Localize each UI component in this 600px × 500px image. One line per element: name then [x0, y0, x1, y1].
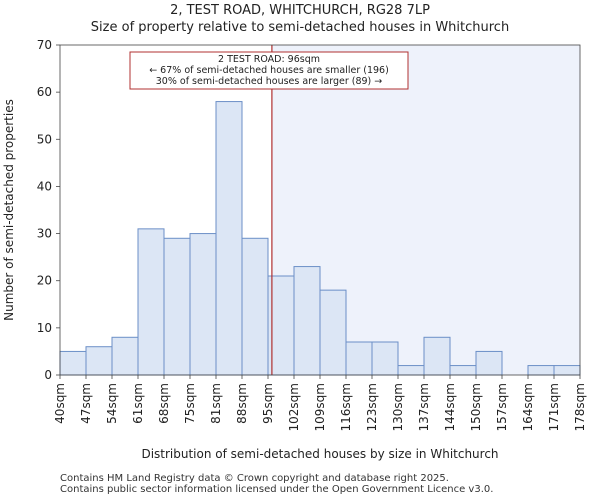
- y-tick-40: 40: [37, 179, 52, 193]
- x-tick-116sqm: 116sqm: [339, 383, 353, 431]
- y-axis-label: Number of semi-detached properties: [2, 99, 16, 321]
- x-tick-157sqm: 157sqm: [495, 383, 509, 431]
- x-tick-68sqm: 68sqm: [157, 383, 171, 424]
- bar-40sqm: [59, 350, 87, 376]
- y-tick-70: 70: [37, 38, 52, 52]
- bar-68sqm: [163, 237, 191, 376]
- x-tick-178sqm: 178sqm: [573, 383, 587, 431]
- x-tick-75sqm: 75sqm: [183, 383, 197, 424]
- annotation-line-2: ← 67% of semi-detached houses are smalle…: [149, 65, 389, 76]
- x-tick-95sqm: 95sqm: [261, 383, 275, 424]
- x-tick-102sqm: 102sqm: [287, 383, 301, 431]
- x-tick-54sqm: 54sqm: [105, 383, 119, 424]
- chart-title-address: 2, TEST ROAD, WHITCHURCH, RG28 7LP: [170, 3, 430, 18]
- x-axis-label: Distribution of semi-detached houses by …: [141, 447, 498, 461]
- annotation-line-1: 2 TEST ROAD: 96sqm: [218, 54, 320, 65]
- annotation-box: 2 TEST ROAD: 96sqm ← 67% of semi-detache…: [129, 51, 409, 90]
- histogram-chart: 2 TEST ROAD: 96sqm ← 67% of semi-detache…: [2, 38, 587, 461]
- x-tick-123sqm: 123sqm: [365, 383, 379, 431]
- annotation-border: [129, 51, 409, 90]
- x-tick-144sqm: 144sqm: [443, 383, 457, 431]
- y-tick-20: 20: [37, 274, 52, 288]
- bar-137sqm: [423, 336, 451, 376]
- bar-116sqm: [345, 341, 373, 376]
- bar-61sqm: [137, 228, 165, 376]
- x-tick-61sqm: 61sqm: [131, 383, 145, 424]
- y-tick-0: 0: [44, 368, 52, 382]
- bars-group: [59, 101, 581, 376]
- bar-88sqm: [241, 237, 269, 376]
- bar-130sqm: [397, 365, 425, 376]
- y-tick-50: 50: [37, 132, 52, 146]
- chart-title: Size of property relative to semi-detach…: [90, 20, 510, 35]
- y-tick-30: 30: [37, 227, 52, 241]
- x-tick-47sqm: 47sqm: [79, 383, 93, 424]
- bar-54sqm: [111, 336, 139, 376]
- x-tick-88sqm: 88sqm: [235, 383, 249, 424]
- x-tick-109sqm: 109sqm: [313, 383, 327, 431]
- x-tick-150sqm: 150sqm: [469, 383, 483, 431]
- bar-109sqm: [319, 289, 347, 376]
- bar-164sqm: [527, 365, 555, 376]
- y-tick-10: 10: [37, 321, 52, 335]
- bar-144sqm: [449, 365, 477, 376]
- bar-123sqm: [371, 341, 399, 376]
- x-tick-137sqm: 137sqm: [417, 383, 431, 431]
- x-tick-labels: 40sqm 47sqm 54sqm 61sqm 68sqm 75sqm 81sqm 88sqm…: [53, 375, 587, 431]
- x-tick-171sqm: 171sqm: [547, 383, 561, 431]
- bar-171sqm: [553, 365, 581, 376]
- bar-47sqm: [85, 346, 113, 376]
- annotation-line-3: 30% of semi-detached houses are larger (…: [156, 76, 383, 87]
- bar-81sqm: [215, 101, 243, 376]
- footer-copyright: Contains HM Land Registry data © Crown c…: [60, 473, 449, 484]
- bar-150sqm: [475, 350, 503, 376]
- x-tick-130sqm: 130sqm: [391, 383, 405, 431]
- x-tick-40sqm: 40sqm: [53, 383, 67, 424]
- x-tick-164sqm: 164sqm: [521, 383, 535, 431]
- footer-licence: Contains public sector information licen…: [60, 484, 494, 495]
- x-tick-81sqm: 81sqm: [209, 383, 223, 424]
- bar-102sqm: [293, 266, 321, 376]
- y-tick-60: 60: [37, 85, 52, 99]
- bar-75sqm: [189, 233, 217, 376]
- y-tick-labels: 0 10 20 30 40 50 60 70: [37, 38, 60, 382]
